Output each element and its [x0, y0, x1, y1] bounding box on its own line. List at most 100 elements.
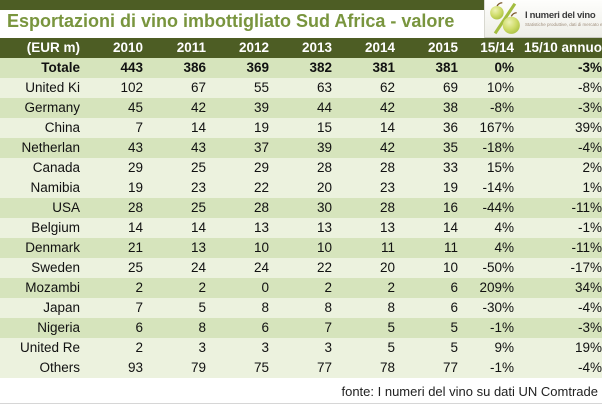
- cell-japan-2013: 8: [324, 300, 332, 315]
- cell-netherlan-2012: 37: [253, 140, 269, 155]
- cell-netherlan-15-14: -18%: [482, 140, 514, 155]
- cell-sweden-15-10-annuo: -17%: [570, 260, 602, 275]
- cell-nigeria-2013: 7: [324, 320, 332, 335]
- cell-united-ki-2012: 55: [253, 80, 269, 95]
- row-label: Canada: [32, 160, 80, 175]
- cell-others-2012: 75: [253, 360, 269, 375]
- row-label: Sweden: [31, 260, 80, 275]
- cell-usa-15-10-annuo: -11%: [571, 200, 602, 215]
- cell-united-re-2012: 3: [261, 340, 269, 355]
- cell-japan-2011: 5: [198, 300, 206, 315]
- cell-denmark-2012: 10: [253, 240, 269, 255]
- row-label: Totale: [41, 60, 80, 75]
- cell-china-2015: 36: [442, 120, 458, 135]
- row-label: United Ki: [25, 80, 80, 95]
- cell-belgium-2015: 14: [442, 220, 458, 235]
- cell-sweden-2011: 24: [190, 260, 206, 275]
- cell-united-ki-15-14: 10%: [486, 80, 514, 95]
- cell-canada-2014: 28: [379, 160, 395, 175]
- row-label: Germany: [24, 100, 80, 115]
- cell-usa-2015: 16: [442, 200, 458, 215]
- cell-canada-2010: 29: [127, 160, 143, 175]
- cell-denmark-2015: 11: [443, 240, 458, 255]
- cell-japan-2014: 8: [387, 300, 395, 315]
- cell-belgium-2010: 14: [127, 220, 143, 235]
- cell-sweden-15-14: -50%: [482, 260, 514, 275]
- table-row-totale: Totale 443 386 369 382 381 381 0% -3%: [0, 58, 602, 78]
- cell-totale-2010: 443: [120, 60, 143, 75]
- cell-china-2010: 7: [135, 120, 143, 135]
- cell-usa-2014: 28: [379, 200, 395, 215]
- cell-germany-15-14: -8%: [489, 100, 514, 115]
- cell-others-15-14: -1%: [489, 360, 514, 375]
- cell-namibia-2015: 19: [442, 180, 458, 195]
- cell-china-2012: 19: [253, 120, 269, 135]
- cell-namibia-15-10-annuo: 1%: [582, 180, 602, 195]
- cell-others-15-10-annuo: -4%: [577, 360, 602, 375]
- cell-totale-15-10-annuo: -3%: [577, 60, 602, 75]
- row-label: Netherlan: [21, 140, 80, 155]
- column-header-2011: 2011: [176, 40, 206, 55]
- table-row-usa: USA 28 25 28 30 28 16 -44% -11%: [0, 198, 602, 218]
- cell-denmark-15-14: 4%: [494, 240, 514, 255]
- cell-mozambi-2011: 2: [198, 280, 206, 295]
- cell-namibia-2013: 20: [316, 180, 332, 195]
- table-row-china: China 7 14 19 15 14 36 167% 39%: [0, 118, 602, 138]
- page-title: Esportazioni di vino imbottigliato Sud A…: [7, 11, 455, 31]
- table-row-namibia: Namibia 19 23 22 20 23 19 -14% 1%: [0, 178, 602, 198]
- cell-netherlan-2013: 39: [316, 140, 332, 155]
- column-header-2014: 2014: [364, 40, 395, 55]
- cell-others-2011: 79: [190, 360, 206, 375]
- row-label: Namibia: [30, 180, 80, 195]
- table-row-nigeria: Nigeria 6 8 6 7 5 5 -1% -3%: [0, 318, 602, 338]
- cell-denmark-2014: 11: [380, 240, 395, 255]
- cell-totale-2012: 369: [246, 60, 269, 75]
- cell-japan-2015: 6: [450, 300, 458, 315]
- cell-germany-2014: 42: [379, 100, 395, 115]
- cell-denmark-2010: 21: [127, 240, 143, 255]
- cell-mozambi-2015: 6: [450, 280, 458, 295]
- cell-mozambi-2012: 0: [261, 280, 269, 295]
- table-row-canada: Canada 29 25 29 28 28 33 15% 2%: [0, 158, 602, 178]
- cell-mozambi-2010: 2: [135, 280, 143, 295]
- column-header-15-10-annuo: 15/10 annuo: [523, 40, 602, 55]
- cell-canada-2012: 29: [253, 160, 269, 175]
- table-header-row: (EUR m) 2010 2011 2012 2013 2014 2015 15/14 15/1…: [0, 38, 602, 58]
- cell-canada-2011: 25: [190, 160, 206, 175]
- table-row-united-re: United Re 2 3 3 3 5 5 9% 19%: [0, 338, 602, 358]
- cell-mozambi-15-10-annuo: 34%: [574, 280, 602, 295]
- cell-others-2010: 93: [127, 360, 143, 375]
- cell-netherlan-2010: 43: [127, 140, 143, 155]
- logo: I numeri del vino Statistiche produttive…: [484, 0, 602, 38]
- row-label: Japan: [43, 300, 80, 315]
- row-label: Others: [39, 360, 80, 375]
- cell-united-re-2011: 3: [198, 340, 206, 355]
- cell-totale-15-14: 0%: [494, 60, 514, 75]
- cell-belgium-2011: 14: [190, 220, 206, 235]
- table-row-mozambi: Mozambi 2 2 0 2 2 6 209% 34%: [0, 278, 602, 298]
- cell-usa-2012: 28: [253, 200, 269, 215]
- cell-nigeria-15-10-annuo: -3%: [577, 320, 602, 335]
- cell-others-2013: 77: [316, 360, 332, 375]
- cell-china-2013: 15: [316, 120, 332, 135]
- cell-others-2014: 78: [379, 360, 395, 375]
- table-row-germany: Germany 45 42 39 44 42 38 -8% -3%: [0, 98, 602, 118]
- cell-japan-2012: 8: [261, 300, 269, 315]
- cell-belgium-2014: 13: [379, 220, 395, 235]
- cell-totale-2015: 381: [435, 60, 458, 75]
- cell-namibia-15-14: -14%: [482, 180, 514, 195]
- cell-namibia-2012: 22: [253, 180, 269, 195]
- cell-netherlan-2014: 42: [379, 140, 395, 155]
- cell-totale-2013: 382: [309, 60, 332, 75]
- cell-mozambi-2014: 2: [387, 280, 395, 295]
- cell-china-2014: 14: [379, 120, 395, 135]
- cell-germany-2015: 38: [442, 100, 458, 115]
- cell-denmark-2011: 13: [190, 240, 206, 255]
- cell-sweden-2015: 10: [442, 260, 458, 275]
- cell-nigeria-15-14: -1%: [489, 320, 514, 335]
- cell-united-ki-2014: 62: [379, 80, 395, 95]
- row-label: Nigeria: [37, 320, 80, 335]
- cell-totale-2014: 381: [372, 60, 395, 75]
- row-label: USA: [52, 200, 80, 215]
